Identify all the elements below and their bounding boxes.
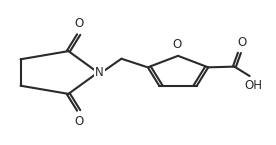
Text: N: N <box>95 66 104 79</box>
Text: O: O <box>74 17 83 30</box>
Text: O: O <box>74 115 83 128</box>
Text: OH: OH <box>244 79 262 92</box>
Text: O: O <box>237 36 246 49</box>
Text: O: O <box>172 38 181 51</box>
